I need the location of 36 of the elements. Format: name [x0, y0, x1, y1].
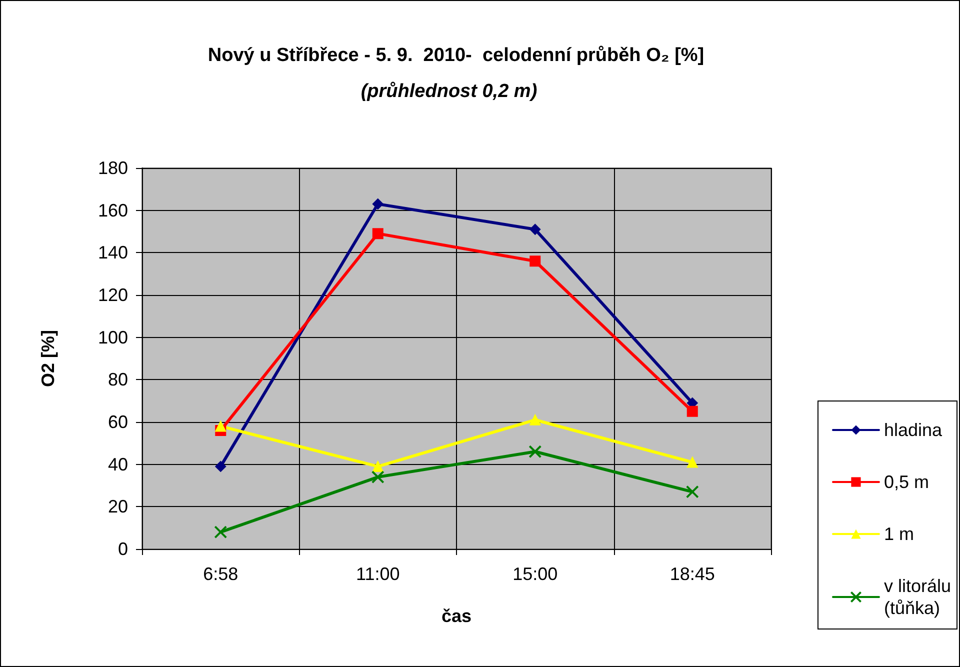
point	[372, 198, 384, 210]
x-tick-label: 15:00	[512, 564, 558, 584]
x-tick-label: 6:58	[203, 564, 238, 584]
chart-title: Nový u Stříbřece - 5. 9. 2010- celodenní průběh O₂ [%]	[208, 45, 704, 66]
point	[372, 460, 384, 472]
y-tick-label: 20	[108, 496, 128, 517]
y-tick-label: 80	[108, 370, 128, 390]
y-tick-label: 180	[98, 158, 128, 178]
point	[530, 224, 541, 235]
point	[530, 256, 541, 267]
chart-subtitle: (průhlednost 0,2 m)	[360, 81, 538, 102]
legend-label: hladina	[884, 420, 944, 440]
point	[528, 445, 542, 458]
point	[530, 414, 541, 426]
legend-label: 1 m	[884, 524, 914, 544]
point	[686, 485, 699, 498]
point	[686, 406, 698, 417]
point	[372, 228, 384, 240]
point	[215, 460, 226, 472]
legend-label: 0,5 m	[884, 472, 930, 492]
point	[214, 526, 228, 539]
y-tick-label: 140	[98, 242, 128, 263]
y-axis-title: O2 [%]	[38, 330, 58, 388]
y-tick-label: 60	[108, 412, 128, 432]
y-tick-label: 100	[98, 327, 128, 348]
y-tick-label: 0	[118, 539, 128, 559]
y-tick-label: 120	[98, 285, 128, 305]
legend-label: v litorálu (tůňka)	[884, 576, 952, 618]
y-tick-label: 40	[108, 454, 128, 474]
x-axis-title: čas	[441, 606, 472, 626]
point	[215, 420, 226, 432]
y-tick-label: 160	[98, 200, 128, 220]
x-tick-label: 18:45	[670, 564, 715, 584]
point	[686, 456, 698, 468]
point	[371, 470, 384, 484]
x-tick-label: 11:00	[356, 564, 400, 584]
